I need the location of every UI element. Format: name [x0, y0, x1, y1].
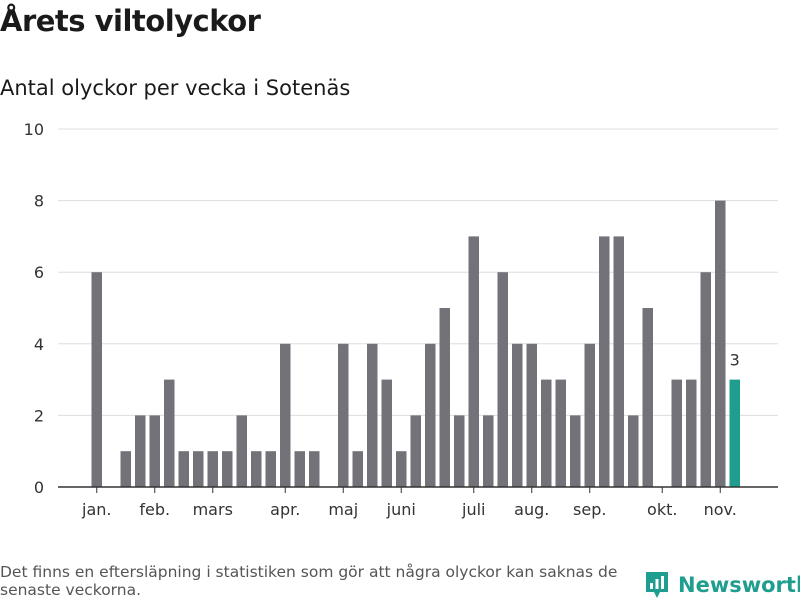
bar-week-36 — [599, 236, 610, 487]
bar-week-37 — [613, 236, 624, 487]
bar-week-23 — [410, 415, 421, 487]
bar-week-21 — [381, 379, 392, 487]
bar-week-45 — [729, 379, 740, 487]
newsworthy-logo-icon — [646, 572, 668, 598]
bar-week-10 — [222, 451, 233, 487]
bar-week-30 — [512, 343, 523, 487]
bar-week-32 — [541, 379, 552, 487]
x-tick-label: sep. — [573, 500, 606, 519]
x-tick-label: jan. — [81, 500, 111, 519]
bar-week-31 — [526, 343, 537, 487]
x-tick-label: okt. — [647, 500, 677, 519]
bar-week-33 — [555, 379, 566, 487]
bar-week-5 — [149, 415, 160, 487]
x-tick-label: mars — [193, 500, 233, 519]
bar-week-22 — [396, 451, 407, 487]
x-tick-label: maj — [328, 500, 358, 519]
footnote: Det finns en eftersläpning i statistiken… — [0, 563, 618, 599]
chart-title: Årets viltolyckor — [0, 4, 261, 38]
bar-week-6 — [164, 379, 175, 487]
x-tick-label: apr. — [270, 500, 300, 519]
bar-week-24 — [425, 343, 436, 487]
y-tick-label: 6 — [34, 263, 44, 282]
bar-week-27 — [468, 236, 479, 487]
bar-week-34 — [570, 415, 581, 487]
y-tick-label: 8 — [34, 192, 44, 211]
x-tick-label: juli — [461, 500, 485, 519]
bars — [91, 200, 740, 487]
bar-week-39 — [642, 308, 653, 487]
brand[interactable]: Newsworthy — [644, 569, 800, 601]
brand-name: Newsworthy — [678, 573, 800, 597]
bar-week-12 — [251, 451, 262, 487]
bar-week-25 — [439, 308, 450, 487]
axes — [58, 486, 778, 493]
bar-week-29 — [497, 272, 508, 487]
y-tick-label: 0 — [34, 478, 44, 497]
y-tick-label: 2 — [34, 406, 44, 425]
bar-week-43 — [700, 272, 711, 487]
data-label: 3 — [730, 351, 740, 370]
bar-week-13 — [265, 451, 276, 487]
x-tick-label: nov. — [704, 500, 737, 519]
chart-subtitle: Antal olyckor per vecka i Sotenäs — [0, 76, 351, 100]
y-tick-label: 4 — [34, 335, 44, 354]
bar-week-42 — [686, 379, 697, 487]
bar-chart: 0 2 4 6 8 10 3 jan. feb. mars apr. maj juni juli aug. s… — [24, 120, 778, 519]
bar-week-18 — [338, 343, 349, 487]
x-tick-label: aug. — [514, 500, 549, 519]
x-tick-label: juni — [386, 500, 416, 519]
bar-week-8 — [193, 451, 204, 487]
bar-week-15 — [294, 451, 305, 487]
bar-week-19 — [352, 451, 363, 487]
bar-week-28 — [483, 415, 494, 487]
bar-week-20 — [367, 343, 378, 487]
x-tick-label: feb. — [139, 500, 170, 519]
bar-week-16 — [309, 451, 320, 487]
bar-week-7 — [178, 451, 189, 487]
bar-week-3 — [120, 451, 131, 487]
bar-week-26 — [454, 415, 465, 487]
tick-labels: 0 2 4 6 8 10 3 jan. feb. mars apr. maj juni juli aug. s… — [24, 120, 740, 519]
bar-week-38 — [628, 415, 639, 487]
bar-week-11 — [236, 415, 247, 487]
bar-week-14 — [280, 343, 291, 487]
bar-week-44 — [715, 200, 726, 487]
bar-week-4 — [135, 415, 146, 487]
bar-week-1 — [91, 272, 102, 487]
grid-lines — [58, 128, 778, 416]
y-tick-label: 10 — [24, 120, 44, 139]
bar-week-9 — [207, 451, 218, 487]
bar-week-35 — [584, 343, 595, 487]
bar-week-41 — [671, 379, 682, 487]
